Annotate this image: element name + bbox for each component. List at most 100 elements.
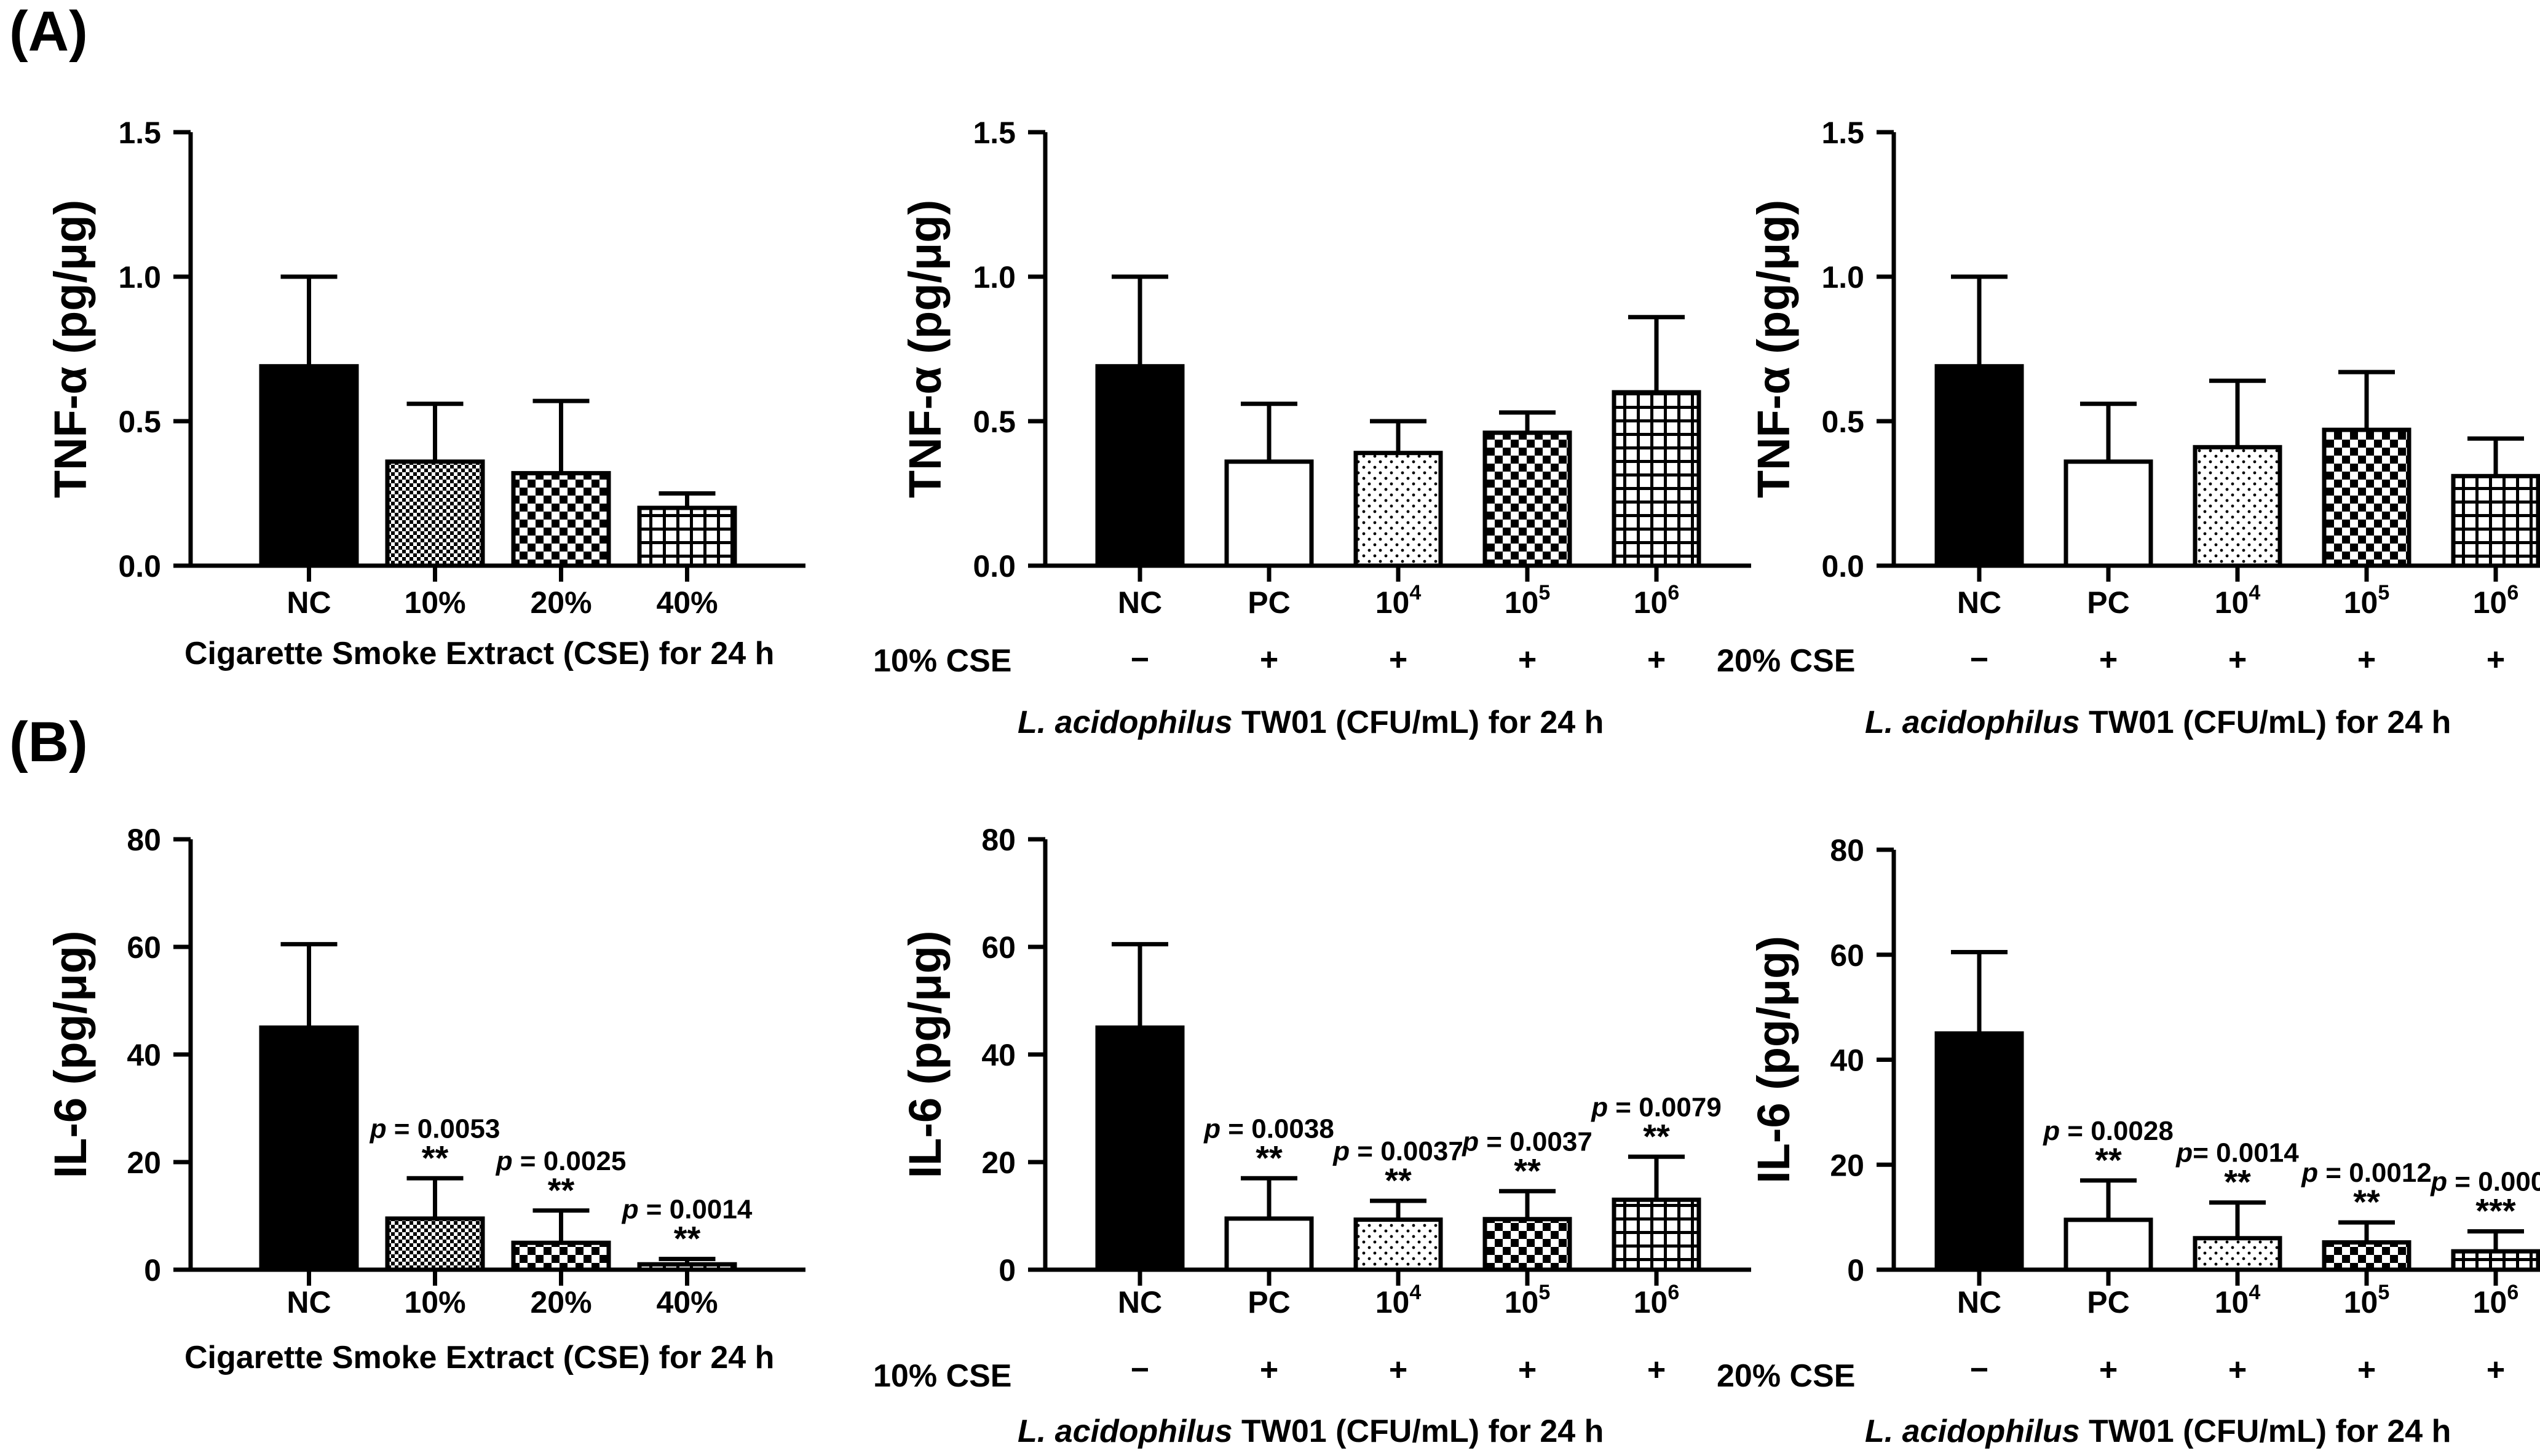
bar — [1612, 390, 1701, 568]
x-tick-label: PC — [1248, 1285, 1290, 1320]
y-tick-label: 0 — [1847, 1253, 1864, 1288]
bar — [385, 1216, 485, 1272]
bar — [637, 505, 737, 568]
bar — [2063, 1217, 2153, 1272]
p-value-label: p = 0.0037 — [1332, 1136, 1463, 1166]
treatment-mark: + — [1518, 642, 1537, 678]
y-tick-label: 20 — [1830, 1148, 1864, 1182]
significance-stars: ** — [1256, 1138, 1283, 1177]
y-tick-label: 0.0 — [1821, 549, 1864, 584]
p-value-label: p = 0.0079 — [1591, 1092, 1722, 1122]
x-tick-label: 105 — [2344, 1281, 2390, 1320]
bar — [385, 459, 485, 568]
x-tick-label: NC — [287, 585, 331, 620]
x-axis-title: Cigarette Smoke Extract (CSE) for 24 h — [184, 1340, 774, 1375]
bar — [2193, 1236, 2282, 1272]
x-axis-title: L. acidophilus TW01 (CFU/mL) for 24 h — [1865, 1414, 2451, 1449]
x-tick-label: PC — [2087, 585, 2129, 620]
bar — [1934, 1031, 2024, 1272]
significance-stars: ** — [1643, 1117, 1670, 1155]
bar — [511, 471, 611, 568]
chart-a1-tnf-cse: 0.0 0.5 1.0 1.5 TNF-α (pg/μg) NC 10% 20% 40% Ciga… — [45, 116, 805, 671]
bar — [2193, 445, 2282, 568]
y-axis-title: TNF-α (pg/μg) — [45, 200, 96, 498]
treatment-mark: + — [2487, 642, 2505, 678]
y-tick-label: 1.5 — [1821, 116, 1864, 150]
treatment-mark: − — [1131, 642, 1149, 678]
bar — [511, 1240, 611, 1272]
y-tick-label: 20 — [127, 1145, 161, 1180]
bar — [1482, 1217, 1572, 1272]
bar — [2322, 427, 2411, 568]
treatment-mark: + — [1389, 642, 1407, 678]
treatment-mark: + — [1647, 642, 1666, 678]
y-tick-label: 80 — [981, 823, 1016, 857]
treatment-mark: + — [1647, 1352, 1666, 1388]
bar — [1095, 364, 1185, 568]
x-tick-label: 104 — [2215, 581, 2261, 620]
treatment-mark: − — [1970, 1352, 1988, 1388]
significance-stars: ** — [2353, 1182, 2380, 1221]
y-tick-label: 60 — [127, 930, 161, 965]
p-value-label: p = 0.0053 — [370, 1114, 500, 1144]
bar — [2322, 1240, 2411, 1272]
bar — [1353, 451, 1443, 568]
treatment-mark: + — [1260, 642, 1278, 678]
p-value-label: p = 0.0028 — [2043, 1116, 2174, 1146]
y-tick-label: 40 — [1830, 1043, 1864, 1078]
treatment-mark: + — [1518, 1352, 1537, 1388]
treatment-mark: + — [2357, 1352, 2376, 1388]
x-tick-label: 106 — [1634, 581, 1680, 620]
x-axis-title: Cigarette Smoke Extract (CSE) for 24 h — [184, 636, 774, 671]
significance-stars: ** — [422, 1138, 449, 1177]
bar — [2451, 473, 2540, 568]
y-tick-label: 0.5 — [118, 405, 161, 439]
p-value-label: p = 0.0037 — [1462, 1126, 1592, 1157]
y-tick-label: 60 — [1830, 938, 1864, 973]
p-value-label: p = 0.0014 — [622, 1195, 753, 1225]
x-axis-title: L. acidophilus TW01 (CFU/mL) for 24 h — [1018, 705, 1604, 740]
y-tick-label: 0.5 — [1821, 405, 1864, 439]
y-tick-label: 0.0 — [973, 549, 1016, 584]
treatment-mark: + — [2228, 1352, 2247, 1388]
x-tick-label: 106 — [2473, 1281, 2519, 1320]
x-tick-label: NC — [1118, 1285, 1162, 1320]
x-tick-label: 106 — [2473, 581, 2519, 620]
y-tick-label: 0 — [144, 1253, 161, 1288]
x-tick-label: 105 — [1505, 1281, 1551, 1320]
x-tick-label: 20% — [530, 1285, 591, 1320]
bar — [259, 1025, 359, 1272]
y-axis-title: TNF-α (pg/μg) — [1748, 200, 1799, 498]
x-tick-label: 20% — [530, 585, 591, 620]
significance-stars: ** — [1514, 1151, 1541, 1190]
y-tick-label: 1.5 — [973, 116, 1016, 150]
significance-stars: ** — [2224, 1163, 2251, 1201]
y-tick-label: 80 — [1830, 833, 1864, 868]
bar — [1224, 1216, 1314, 1272]
y-tick-label: 0.5 — [973, 405, 1016, 439]
treatment-label: 20% CSE — [1717, 1358, 1855, 1394]
x-tick-label: 10% — [404, 585, 465, 620]
treatment-label: 20% CSE — [1717, 643, 1855, 679]
significance-stars: *** — [2475, 1192, 2516, 1230]
bar — [1224, 459, 1314, 568]
significance-stars: ** — [2095, 1141, 2122, 1179]
y-tick-label: 20 — [981, 1145, 1016, 1180]
bar — [1095, 1025, 1185, 1272]
p-value-label: p = 0.0038 — [1203, 1114, 1334, 1144]
treatment-mark: + — [2487, 1352, 2505, 1388]
treatment-mark: − — [1131, 1352, 1149, 1388]
bar — [259, 364, 359, 568]
bar — [2063, 459, 2153, 568]
x-tick-label: NC — [1118, 585, 1162, 620]
x-tick-label: 105 — [2344, 581, 2390, 620]
y-tick-label: 40 — [981, 1038, 1016, 1072]
x-tick-label: 104 — [1375, 1281, 1422, 1320]
treatment-label: 10% CSE — [873, 643, 1011, 679]
y-tick-label: 0 — [999, 1253, 1016, 1288]
x-tick-label: 40% — [656, 1285, 718, 1320]
y-axis-title: IL-6 (pg/μg) — [45, 931, 96, 1179]
p-value-label: p = 0.0012 — [2301, 1158, 2432, 1188]
